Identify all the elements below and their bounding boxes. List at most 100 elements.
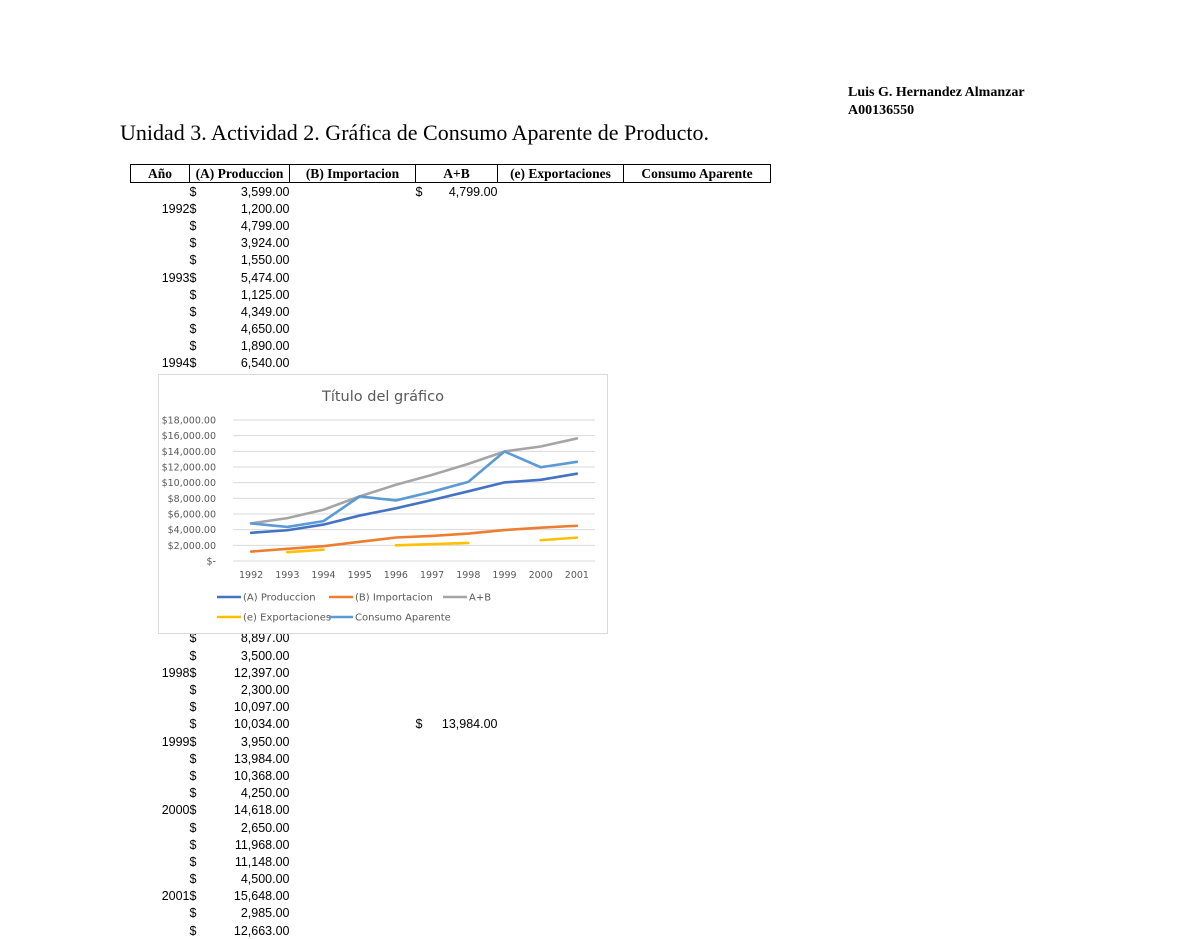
cell-value: 13,984.00 [442,717,498,731]
currency-symbol: $ [416,185,423,199]
cell-consumo-aparente: $11,968.00 [190,836,290,853]
column-header-a-plus-b: A+B [416,165,498,183]
cell-a-plus-b: $12,397.00 [190,664,290,681]
x-tick-label: 1996 [384,570,408,581]
currency-symbol: $ [190,924,197,938]
currency-symbol: $ [190,322,197,336]
currency-symbol: $ [190,202,197,216]
currency-symbol: $ [190,769,197,783]
currency-symbol: $ [190,786,197,800]
currency-symbol: $ [190,700,197,714]
y-tick-label: $18,000.00 [162,416,216,427]
cell-exportaciones: $2,985.00 [190,905,290,922]
cell-consumo-aparente: $10,097.00 [190,699,290,716]
x-tick-label: 1998 [456,570,480,581]
cell-produccion: $10,034.00 [190,716,290,733]
table-row: 1993$3,924.00$1,550.00$5,474.00$1,125.00… [131,235,771,321]
cell-consumo-aparente: $12,663.00 [190,922,290,939]
currency-symbol: $ [190,821,197,835]
currency-symbol: $ [190,305,197,319]
cell-importacion: $3,500.00 [190,647,290,664]
currency-symbol: $ [190,717,197,731]
cell-year: 1992 [131,183,190,235]
y-tick-label: $2,000.00 [168,541,216,552]
series-line-e-exportaciones [287,550,323,553]
cell-year: 1998 [131,630,190,716]
cell-a-plus-b: $5,474.00 [190,269,290,286]
cell-importacion: $4,500.00 [190,871,290,888]
table-row: 1998$8,897.00$3,500.00$12,397.00$2,300.0… [131,630,771,716]
cell-value: 14,618.00 [234,803,290,817]
cell-value: 2,300.00 [241,683,290,697]
currency-symbol: $ [190,666,197,680]
cell-a-plus-b: $13,984.00 [190,750,290,767]
cell-produccion: $3,924.00 [190,235,290,252]
cell-year: 1999 [131,716,190,768]
cell-consumo-aparente: $13,984.00 [416,716,498,733]
currency-symbol: $ [190,889,197,903]
cell-importacion: $1,200.00 [190,200,290,217]
cell-a-plus-b: $14,618.00 [190,802,290,819]
x-tick-label: 1992 [239,570,263,581]
currency-symbol: $ [190,838,197,852]
cell-value: 5,474.00 [241,271,290,285]
currency-symbol: $ [190,649,197,663]
cell-exportaciones: $1,125.00 [190,286,290,303]
page-title: Unidad 3. Actividad 2. Gráfica de Consum… [120,120,709,146]
cell-value: 3,950.00 [241,735,290,749]
y-tick-label: $10,000.00 [162,478,216,489]
author-block: Luis G. Hernandez Almanzar A00136550 [848,84,1025,120]
series-line-e-exportaciones [541,538,577,541]
chart-area: Título del gráfico $-$2,000.00$4,000.00$… [158,374,608,634]
cell-a-plus-b: $15,648.00 [190,888,290,905]
cell-value: 10,368.00 [234,769,290,783]
column-header-importacion: (B) Importacion [290,165,416,183]
cell-exportaciones: $2,300.00 [190,681,290,698]
cell-value: 10,034.00 [234,717,290,731]
cell-value: 1,890.00 [241,339,290,353]
author-name: Luis G. Hernandez Almanzar [848,84,1025,102]
currency-symbol: $ [190,288,197,302]
author-id: A00136550 [848,102,1025,120]
cell-value: 3,924.00 [241,236,290,250]
currency-symbol: $ [190,855,197,869]
cell-year: 2001 [131,853,190,939]
currency-symbol: $ [190,271,197,285]
cell-value: 15,648.00 [234,889,290,903]
cell-a-plus-b: $6,540.00 [190,355,290,372]
currency-symbol: $ [190,219,197,233]
cell-produccion: $4,650.00 [190,321,290,338]
legend-label: A+B [469,593,491,604]
x-tick-label: 1999 [492,570,516,581]
cell-year: 1993 [131,235,190,321]
cell-importacion: $3,950.00 [190,733,290,750]
y-tick-label: $8,000.00 [168,494,216,505]
currency-symbol: $ [190,906,197,920]
y-tick-label: $6,000.00 [168,510,216,521]
cell-value: 4,799.00 [241,219,290,233]
column-header-exportaciones: (e) Exportaciones [498,165,624,183]
column-header-year: Año [131,165,190,183]
cell-year: 2000 [131,767,190,853]
currency-symbol: $ [190,872,197,886]
cell-value: 4,250.00 [241,786,290,800]
x-tick-label: 1994 [311,570,335,581]
legend-label: (A) Produccion [243,593,316,604]
y-tick-label: $14,000.00 [162,447,216,458]
currency-symbol: $ [190,236,197,250]
cell-consumo-aparente: $4,799.00 [416,183,498,200]
table-header-row: Año (A) Produccion (B) Importacion A+B (… [131,165,771,183]
line-chart: Título del gráfico $-$2,000.00$4,000.00$… [159,375,607,633]
currency-symbol: $ [190,752,197,766]
cell-value: 1,550.00 [241,253,290,267]
y-tick-label: $4,000.00 [168,525,216,536]
x-tick-label: 2000 [529,570,553,581]
column-header-consumo-aparente: Consumo Aparente [624,165,771,183]
cell-a-plus-b: $4,799.00 [190,217,290,234]
table-row: 2001$11,148.00$4,500.00$15,648.00$2,985.… [131,853,771,939]
cell-value: 4,500.00 [241,872,290,886]
cell-value: 12,397.00 [234,666,290,680]
cell-value: 2,985.00 [241,906,290,920]
currency-symbol: $ [190,253,197,267]
table-row: 2000$10,368.00$4,250.00$14,618.00$2,650.… [131,767,771,853]
